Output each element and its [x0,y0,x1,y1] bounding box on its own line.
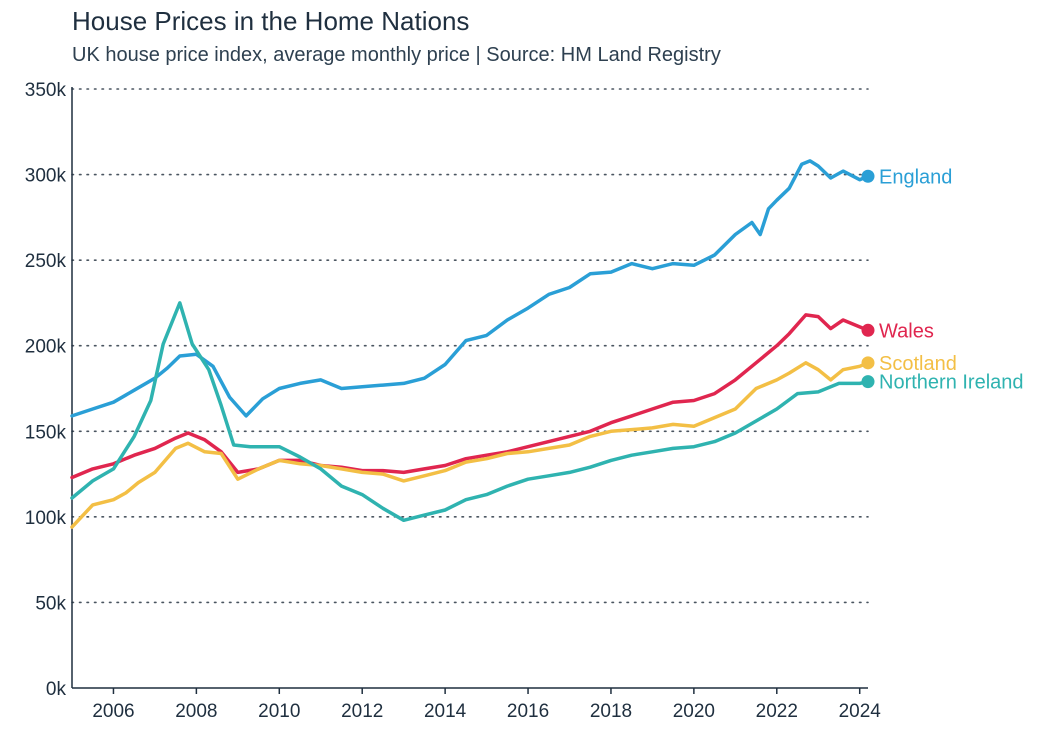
y-tick-label: 50k [35,593,66,614]
scotland-series-label: Scotland [879,353,957,375]
grid [71,88,869,604]
x-tick-label: 2006 [92,701,134,722]
x-tick-label: 2010 [258,701,300,722]
northern-ireland-series-line [70,301,870,523]
chart-subtitle: UK house price index, average monthly pr… [72,44,721,66]
scotland-end-marker [861,356,875,370]
y-tick-label: 100k [25,508,67,529]
northern-ireland-end-marker [861,375,875,389]
chart-title: House Prices in the Home Nations [72,6,470,36]
england-end-marker [861,169,875,183]
y-tick-label: 350k [25,80,67,101]
y-tick-label: 0k [46,679,67,700]
series-group [70,159,875,529]
axes: 0k 50k 100k 150k 200k 250k 300k 350k 2006 2008 201… [25,80,881,722]
y-tick-label: 200k [25,337,67,358]
x-tick-label: 2012 [341,701,383,722]
england-series-label: England [879,166,952,188]
england-series-line [70,159,870,418]
wales-end-marker [861,323,875,337]
y-tick-label: 150k [25,422,67,443]
x-tick-label: 2024 [839,701,882,722]
x-tick-label: 2014 [424,701,467,722]
wales-series-label: Wales [879,320,934,342]
x-tick-label: 2016 [507,701,549,722]
northern-ireland-series-label: Northern Ireland [879,372,1024,394]
y-tick-label: 250k [25,251,67,272]
wales-series-line [70,313,870,480]
scotland-series-line [70,361,870,529]
y-tick-label: 300k [25,166,67,187]
x-tick-label: 2018 [590,701,632,722]
x-tick-label: 2020 [673,701,715,722]
x-tick-label: 2008 [175,701,217,722]
x-tick-label: 2022 [756,701,798,722]
